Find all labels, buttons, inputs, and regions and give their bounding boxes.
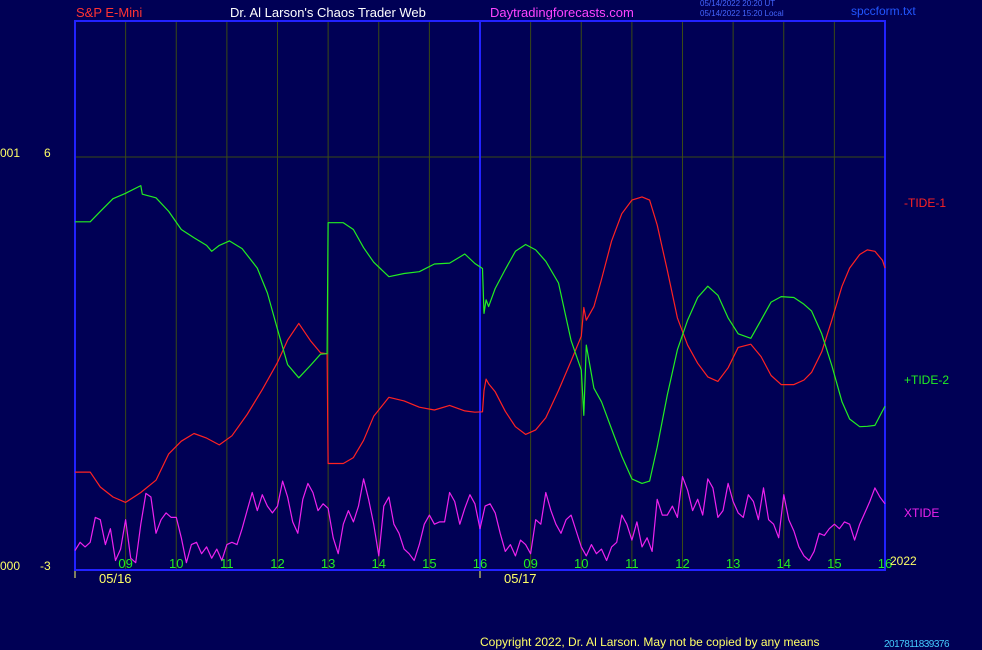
y-label-top-left: 001 xyxy=(0,146,21,160)
x-tick-label: 16 xyxy=(878,556,892,571)
overlap-text: 2017811839376 xyxy=(884,639,950,650)
date-label: 05/17 xyxy=(504,571,537,586)
y-label-bottom-left: 000 xyxy=(0,559,21,573)
header-url: Daytradingforecasts.com xyxy=(490,5,634,20)
x-tick-label: 11 xyxy=(220,556,234,571)
y-label-top-right: 6 xyxy=(44,146,51,160)
y-label-bottom-right: -3 xyxy=(40,559,51,573)
timestamp-ut: 05/14/2022 20:20 UT xyxy=(700,0,776,8)
file-name: spccform.txt xyxy=(851,4,916,18)
header-site-title: Dr. Al Larson's Chaos Trader Web xyxy=(230,5,426,20)
x-tick-label: 12 xyxy=(270,556,284,571)
chart-labels: 09 10 11 12 13 14 15 16 09 10 11 12 13 14 15 16 05/16 05/… xyxy=(74,556,892,586)
x-tick-label: 09 xyxy=(523,556,537,571)
x-tick-label: 15 xyxy=(422,556,436,571)
year-label: 2022 xyxy=(890,554,917,568)
x-tick-label: 14 xyxy=(372,556,386,571)
x-tick-label: 15 xyxy=(827,556,841,571)
x-tick-label: 11 xyxy=(625,556,639,571)
label-tide1: -TIDE-1 xyxy=(904,196,946,210)
x-tick-label: 12 xyxy=(675,556,689,571)
timestamp-local: 05/14/2022 15:20 Local xyxy=(700,9,784,18)
copyright: Copyright 2022, Dr. Al Larson. May not b… xyxy=(480,635,820,649)
x-tick-label: 13 xyxy=(321,556,335,571)
x-tick-label: 16 xyxy=(473,556,487,571)
header-symbol: S&P E-Mini xyxy=(76,5,143,20)
chart-frame xyxy=(74,20,886,571)
label-tide2: +TIDE-2 xyxy=(904,373,950,387)
series-line-2 xyxy=(75,185,886,484)
series-line-3 xyxy=(74,476,886,564)
x-tick-label: 10 xyxy=(574,556,588,571)
x-tick-label: 14 xyxy=(777,556,791,571)
label-xtide: XTIDE xyxy=(904,506,940,520)
date-label: 05/16 xyxy=(99,571,132,586)
x-tick-label: 09 xyxy=(118,556,132,571)
x-tick-label: 13 xyxy=(726,556,740,571)
series-line-1 xyxy=(75,196,886,503)
x-tick-label: 10 xyxy=(169,556,183,571)
chart-series xyxy=(74,185,886,564)
